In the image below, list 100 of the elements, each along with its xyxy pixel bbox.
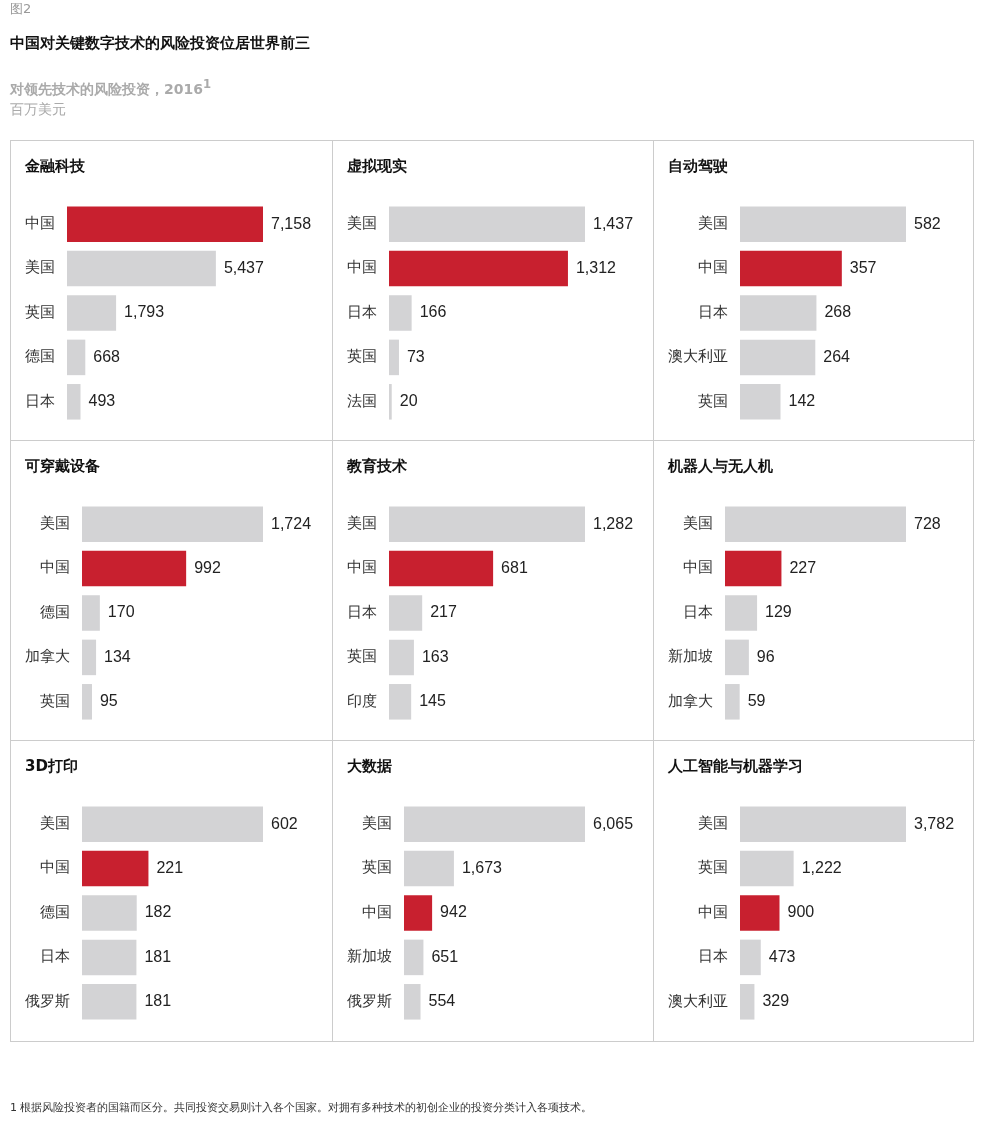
chart-title: 机器人与无人机 [668,457,773,476]
y-tick-label: 美国 [698,214,728,233]
chart-title: 可穿戴设备 [25,457,100,476]
y-tick-label: 美国 [40,814,70,833]
y-tick-label: 英国 [25,302,55,321]
data-label: 602 [271,814,298,832]
data-label: 329 [762,992,790,1010]
data-label: 59 [747,692,766,710]
y-tick-label: 英国 [362,858,392,877]
y-tick-label: 英国 [347,347,377,366]
y-tick-label: 印度 [347,691,377,710]
y-tick-label: 中国 [362,902,392,921]
data-label: 134 [104,647,131,665]
y-tick-label: 日本 [40,947,70,966]
text: 1 根据风险投资者的国籍而区分。共同投资交易则计入各个国家。对拥有多种技术的初创企业的投资分类计入各项技术。 [10,1100,593,1115]
data-label: 145 [419,692,446,710]
y-tick-label: 美国 [683,514,713,533]
y-tick-label: 俄罗斯 [25,991,70,1010]
data-label: 20 [399,392,418,410]
data-label: 554 [428,992,456,1010]
data-label: 166 [419,303,447,321]
chart-title: 3D打印 [25,757,78,776]
y-tick-label: 美国 [25,258,55,277]
y-tick-label: 美国 [362,814,392,833]
y-tick-label: 德国 [25,347,55,366]
y-tick-label: 美国 [347,514,377,533]
data-label: 1,437 [593,214,634,232]
y-tick-label: 澳大利亚 [668,991,728,1010]
data-label: 992 [194,559,221,577]
y-tick-label: 美国 [698,814,728,833]
text: 对领先技术的风险投资，2016$^{1}$ [10,77,213,99]
data-label: 181 [144,947,172,965]
data-label: 668 [93,347,121,365]
y-tick-label: 中国 [698,902,728,921]
data-label: 95 [99,692,118,710]
data-label: 651 [431,947,459,965]
y-tick-label: 新加坡 [668,647,713,666]
data-label: 493 [88,392,116,410]
data-label: 182 [144,903,172,921]
y-tick-label: 日本 [25,391,55,410]
y-tick-label: 日本 [698,302,728,321]
data-label: 6,065 [593,814,634,832]
chart-title: 自动驾驶 [668,157,728,176]
data-label: 7,158 [271,214,312,232]
data-label: 96 [756,647,775,665]
data-label: 129 [765,603,792,621]
chart-title: 大数据 [347,757,392,776]
data-label: 1,282 [593,514,634,532]
chart-title: 教育技术 [347,457,407,476]
y-tick-label: 美国 [347,214,377,233]
data-label: 73 [406,347,425,365]
y-tick-label: 中国 [40,558,70,577]
y-tick-label: 德国 [40,902,70,921]
chart-title: 金融科技 [25,157,85,176]
text: 中国对关键数字技术的风险投资位居世界前三 [10,34,311,53]
y-tick-label: 加拿大 [25,647,70,666]
data-label: 1,724 [271,514,312,532]
data-label: 3,782 [914,814,955,832]
y-tick-label: 英国 [698,858,728,877]
y-tick-label: 中国 [347,558,377,577]
data-label: 221 [156,859,184,877]
y-tick-label: 澳大利亚 [668,347,728,366]
data-label: 1,793 [124,303,165,321]
y-tick-label: 日本 [347,602,377,621]
data-label: 728 [914,514,941,532]
y-tick-label: 法国 [347,391,377,410]
data-label: 217 [430,603,457,621]
y-tick-label: 中国 [347,258,377,277]
y-tick-label: 德国 [40,602,70,621]
y-tick-label: 加拿大 [668,691,713,710]
y-tick-label: 中国 [40,858,70,877]
y-tick-label: 新加坡 [347,947,392,966]
data-label: 170 [107,603,135,621]
y-tick-label: 日本 [698,947,728,966]
data-label: 582 [914,214,941,232]
data-label: 681 [501,559,528,577]
data-label: 1,312 [575,259,617,277]
chart-title: 人工智能与机器学习 [668,757,803,776]
data-label: 227 [789,559,817,577]
text: 百万美元 [10,100,67,119]
y-tick-label: 英国 [347,647,377,666]
data-label: 1,673 [461,859,503,877]
data-label: 181 [144,992,172,1010]
data-label: 473 [768,947,796,965]
data-label: 1,222 [801,859,842,877]
data-label: 357 [849,259,877,277]
y-tick-label: 日本 [683,602,713,621]
y-tick-label: 中国 [683,558,713,577]
data-label: 142 [788,392,816,410]
caption: 图2 [10,0,33,18]
y-tick-label: 俄罗斯 [347,991,392,1010]
data-label: 5,437 [223,259,265,277]
y-tick-label: 日本 [347,302,377,321]
data-label: 900 [787,903,815,921]
y-tick-label: 美国 [40,514,70,533]
y-tick-label: 英国 [698,391,728,410]
data-label: 163 [421,647,449,665]
data-label: 268 [824,303,852,321]
y-tick-label: 中国 [25,214,55,233]
data-label: 264 [823,347,851,365]
